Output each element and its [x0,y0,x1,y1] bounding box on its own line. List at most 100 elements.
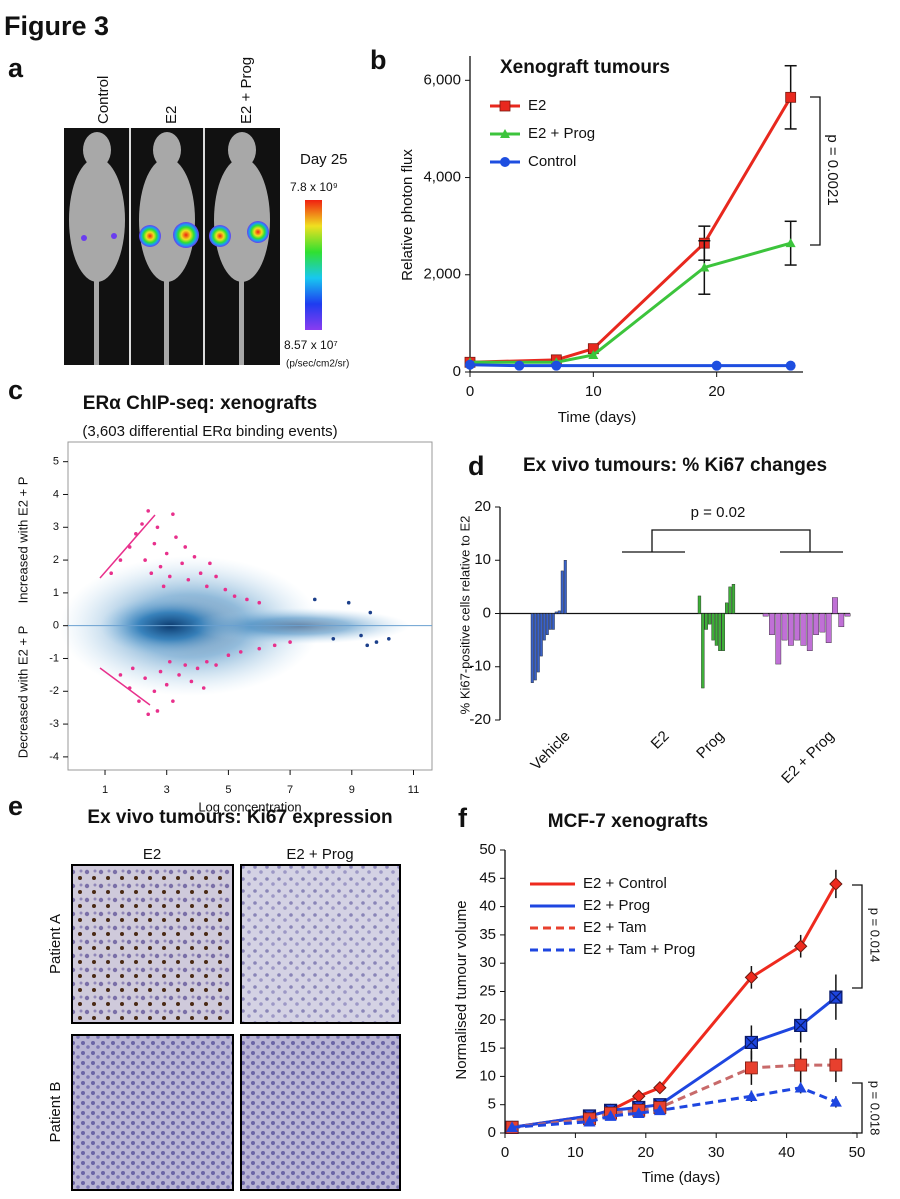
marker [829,877,843,891]
marker [785,91,797,103]
annotation: p = 0.014 [868,908,883,963]
ihc-image [240,1034,401,1191]
marker [514,360,525,371]
bar [813,613,819,635]
point [205,659,209,664]
point [189,679,194,684]
point [143,558,147,562]
panel-label: c [8,375,23,405]
y-tick-label: 15 [479,1039,496,1056]
bar [775,613,782,665]
bar [721,613,725,651]
marker [632,1107,645,1118]
bar [530,613,534,683]
x-axis-label: Log concentration [198,799,301,814]
bar [539,613,543,657]
point [387,637,391,641]
panel-label: f [458,803,468,833]
y-tick-label: -20 [469,711,491,728]
bar [731,584,736,614]
legend-label: E2 + Control [583,875,667,892]
legend-label: Control [528,153,576,170]
point [331,637,336,641]
row-label: Patient B [47,1082,64,1143]
y-axis-label: Decreased with E2 + P [15,626,30,759]
marker [632,1089,646,1103]
point [238,650,243,654]
y-axis-label: % Ki67-positive cells relative to E2 [457,516,472,715]
marker [711,360,722,371]
x-tick-label: 0 [501,1144,509,1161]
point [149,571,154,575]
point [167,574,172,579]
marker [500,157,510,167]
point [177,673,181,677]
y-tick-label: 4 [53,488,59,500]
bar [533,613,537,681]
y-tick-label: 20 [474,498,491,515]
point [146,712,151,717]
point [192,555,197,559]
y-tick-label: -10 [469,658,491,675]
y-tick-label: -3 [49,718,59,730]
x-tick-label: 7 [287,784,293,796]
y-tick-label: 10 [479,1067,496,1084]
point [205,584,209,589]
bar [718,613,722,651]
x-tick-label: 10 [567,1144,584,1161]
panel-title: Ex vivo tumours: Ki67 expression [87,807,392,828]
legend-label: E2 + Tam + Prog [583,941,695,958]
bar [551,613,555,630]
significance-bracket [622,529,843,553]
bar [701,613,705,689]
chart-subtitle: (3,603 differential ERα binding events) [82,423,337,440]
bar [563,560,567,614]
point [118,673,123,677]
column-label: E2 [143,846,161,863]
bar [554,611,558,614]
ihc-image [240,864,401,1024]
x-tick-label: 5 [225,784,231,796]
point [155,709,160,713]
x-tick-label: 40 [778,1144,795,1161]
point [226,653,231,657]
signal [209,225,231,247]
y-tick-label: 45 [479,869,496,886]
row-label: Patient A [47,914,64,974]
marker [785,360,796,371]
x-tick-label: E2 [648,728,673,753]
bar [714,613,719,646]
x-tick-label: Vehicle [527,728,573,774]
point [198,571,203,575]
x-tick-label: Prog [693,728,727,762]
y-tick-label: -2 [49,685,59,697]
bar [762,613,769,617]
bar [781,613,788,641]
y-axis-label: Relative photon flux [399,149,416,281]
y-tick-label: 4,000 [423,169,461,186]
y-tick-label: 0 [453,363,461,380]
marker [653,1104,666,1116]
point [137,699,141,703]
bar [806,613,813,651]
marker [506,1121,519,1133]
legend-label: E2 [528,97,546,114]
bar [819,613,826,633]
x-tick-label: 11 [408,784,419,796]
point [186,577,191,582]
plot-frame [67,441,433,771]
bar [560,570,564,614]
signal [247,221,269,243]
column-label: E2 + Prog [238,57,255,124]
bar [557,610,561,614]
point [374,640,379,644]
bar [542,613,546,641]
bar [800,613,807,646]
point [195,666,200,671]
bar [728,586,732,614]
y-tick-label: 0 [53,620,59,632]
y-tick-label: 1 [53,587,59,599]
legend-label: E2 + Prog [583,897,650,914]
point [174,535,178,539]
marker [744,1035,758,1050]
